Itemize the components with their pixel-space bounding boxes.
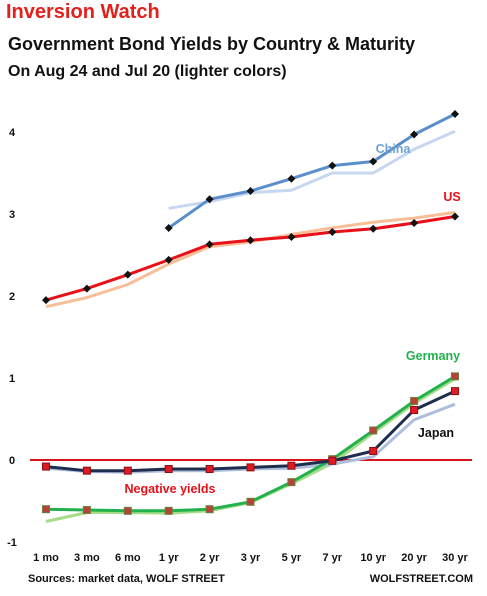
main-series-layer <box>45 112 456 513</box>
y-tick-label: 1 <box>9 373 15 385</box>
china-point <box>246 187 255 196</box>
china-label: China <box>376 142 412 156</box>
y-tick-label: 0 <box>9 455 15 467</box>
japan-point <box>451 387 459 396</box>
germany-label: Germany <box>406 349 460 363</box>
germany-point <box>205 505 214 514</box>
japan-line <box>45 389 456 473</box>
brand-label: WOLFSTREET.COM <box>369 573 473 585</box>
china-point <box>205 195 214 204</box>
us-point <box>328 228 337 237</box>
us-point <box>410 219 419 228</box>
china-point <box>451 109 459 118</box>
germany-line <box>45 375 456 513</box>
axis-layer: -1 0 1 2 3 4 1 mo 3 mo 6 mo 1 yr 2 yr 3 yr 5 yr 7 yr 1… <box>7 127 472 564</box>
us-line <box>45 215 456 302</box>
y-tick-label: -1 <box>7 537 17 549</box>
china-line <box>167 112 456 230</box>
us-point <box>164 255 173 264</box>
x-tick-label: 3 mo <box>74 552 100 564</box>
japan-point <box>123 466 132 475</box>
japan-point <box>82 466 91 475</box>
japan-point <box>205 465 214 474</box>
x-tick-label: 1 yr <box>159 552 179 564</box>
x-tick-label: 6 mo <box>115 552 141 564</box>
chart-title: Inversion Watch <box>6 1 160 23</box>
us-point <box>42 296 50 305</box>
x-tick-label: 5 yr <box>282 552 302 564</box>
japan-point <box>246 463 255 472</box>
label-layer: China US Germany Japan Negative yields <box>124 142 460 496</box>
us-label: US <box>443 190 460 204</box>
germany-point <box>246 497 255 506</box>
y-tick-label: 3 <box>9 209 15 221</box>
china-point <box>164 223 173 232</box>
japan-label: Japan <box>418 426 454 440</box>
us-point <box>205 240 214 249</box>
germany-point <box>410 396 419 405</box>
x-tick-label: 20 yr <box>401 552 427 564</box>
china_light-line <box>168 129 456 210</box>
source-note: Sources: market data, WOLF STREET <box>28 573 225 585</box>
us-point <box>82 284 91 293</box>
japan-point <box>42 462 50 471</box>
y-tick-label: 4 <box>9 127 16 139</box>
germany-point <box>164 506 173 515</box>
germany-point <box>287 478 296 487</box>
x-tick-label: 1 mo <box>33 552 59 564</box>
china-point <box>410 130 419 139</box>
japan-point <box>410 405 419 414</box>
germany-point <box>123 506 132 515</box>
x-tick-label: 2 yr <box>200 552 220 564</box>
china-point <box>287 174 296 183</box>
us-point <box>123 270 132 279</box>
x-tick-label: 30 yr <box>442 552 468 564</box>
germany-point <box>82 506 91 515</box>
japan-point <box>328 456 337 465</box>
chart-dates-note: On Aug 24 and Jul 20 (lighter colors) <box>8 63 287 80</box>
chart-subtitle: Government Bond Yields by Country & Matu… <box>8 34 416 54</box>
japan-point <box>164 465 173 474</box>
china-point <box>328 161 337 170</box>
japan-point <box>287 461 296 470</box>
x-tick-label: 10 yr <box>360 552 386 564</box>
japan-point <box>369 446 378 455</box>
germany-point <box>369 426 378 435</box>
negative-yields-label: Negative yields <box>124 482 215 496</box>
marker-layer <box>42 109 459 515</box>
us-point <box>369 224 378 233</box>
x-tick-label: 3 yr <box>241 552 261 564</box>
x-tick-label: 7 yr <box>323 552 343 564</box>
y-tick-label: 2 <box>9 291 15 303</box>
us-point <box>287 232 296 241</box>
us-point <box>246 236 255 245</box>
us-point <box>451 212 459 221</box>
china-point <box>369 157 378 166</box>
germany-point <box>42 505 50 514</box>
germany-point <box>451 372 459 381</box>
